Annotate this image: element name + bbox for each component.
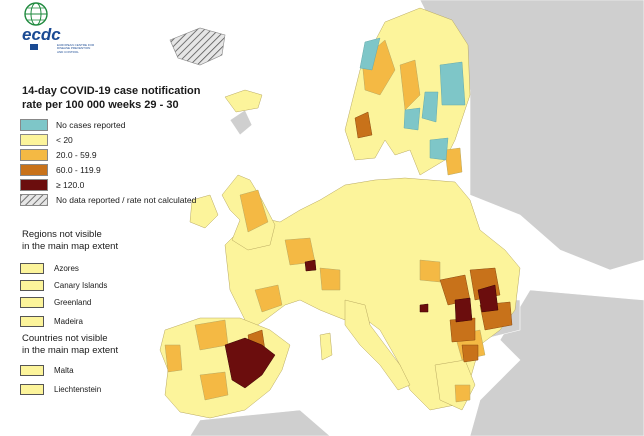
legend-label: 60.0 - 119.9: [56, 164, 101, 175]
legend-swatch: [20, 178, 48, 191]
legend-title-line: 14-day COVID-19 case notification: [22, 85, 201, 97]
countries-not-visible-title: Countries not visible in the main map ex…: [22, 333, 192, 357]
inset-malta: Malta: [20, 364, 74, 377]
legend-item-no-data: No data reported / rate not calculated: [20, 193, 196, 206]
regions-no-cases: [359, 37, 466, 161]
legend-title-line: rate per 100 000 weeks 29 - 30: [22, 99, 179, 111]
inset-canary-islands: Canary Islands: [20, 279, 107, 292]
inset-label: Canary Islands: [54, 281, 108, 290]
inset-box: [20, 297, 44, 308]
logo-subtitle-line: DISEASE PREVENTION: [57, 46, 91, 51]
legend-label: 20.0 - 59.9: [56, 149, 97, 160]
section-title-line: in the main map extent: [22, 345, 119, 356]
inset-madeira: Madeira: [20, 315, 83, 328]
legend-label: No data reported / rate not calculated: [56, 194, 197, 205]
logo-subtitle-line: EUROPEAN CENTRE FOR: [57, 43, 95, 47]
inset-box: [20, 365, 44, 376]
logo-subtitle: EUROPEAN CENTRE FOR DISEASE PREVENTION A…: [57, 43, 107, 54]
section-title-line: Countries not visible: [22, 333, 108, 344]
inset-box: [20, 384, 44, 395]
inset-box: [20, 316, 44, 327]
inset-greenland: Greenland: [20, 296, 91, 309]
inset-box: [20, 280, 44, 291]
legend-item-20-60: 20.0 - 59.9: [20, 148, 97, 161]
section-title-line: Regions not visible: [22, 229, 102, 240]
legend-swatch: [20, 133, 48, 146]
inset-label: Greenland: [54, 298, 92, 307]
legend-swatch: [20, 148, 48, 161]
legend-item-120-plus: ≥ 120.0: [20, 178, 84, 191]
regions-120-plus: [224, 259, 499, 389]
section-title-line: in the main map extent: [22, 241, 119, 252]
legend-label: < 20: [56, 134, 73, 145]
legend-label: No cases reported: [56, 119, 126, 130]
inset-box: [20, 263, 44, 274]
inset-label: Liechtenstein: [54, 385, 102, 394]
regions-not-visible-title: Regions not visible in the main map exte…: [22, 229, 192, 253]
logo-subtitle-line: AND CONTROL: [57, 49, 79, 54]
inset-liechtenstein: Liechtenstein: [20, 383, 101, 396]
legend-swatch: [20, 118, 48, 131]
legend-item-60-120: 60.0 - 119.9: [20, 163, 101, 176]
inset-label: Malta: [54, 366, 74, 375]
regions-60-120: [247, 111, 513, 363]
legend-item-no-cases: No cases reported: [20, 118, 125, 131]
legend-item-lt-20: < 20: [20, 133, 73, 146]
ecdc-logo: ecdc: [22, 2, 61, 50]
inset-label: Azores: [54, 264, 79, 273]
svalbard-no-data: [169, 27, 226, 66]
legend-swatch: [20, 163, 48, 176]
legend-swatch-hatch: [20, 193, 48, 206]
inset-azores: Azores: [20, 262, 79, 275]
legend-label: ≥ 120.0: [56, 179, 85, 190]
legend-title: 14-day COVID-19 case notification rate p…: [22, 84, 222, 112]
svg-text:ecdc: ecdc: [22, 25, 61, 44]
inset-label: Madeira: [54, 317, 83, 326]
